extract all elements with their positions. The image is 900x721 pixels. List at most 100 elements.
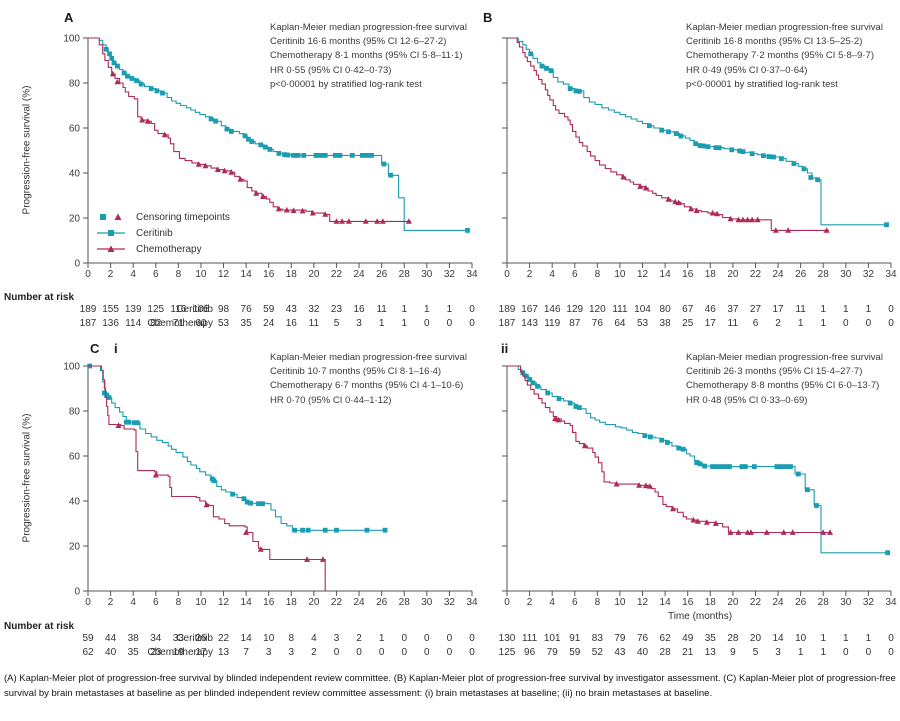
x-tick-label: 10: [614, 597, 626, 608]
svg-text:5: 5: [334, 318, 340, 329]
chemotherapy-curve: [88, 365, 326, 591]
x-tick-label: 12: [637, 597, 649, 608]
svg-text:38: 38: [660, 318, 672, 329]
svg-text:11: 11: [309, 318, 320, 329]
annotation-line: Kaplan-Meier median progression-free sur…: [270, 22, 467, 33]
y-axis-label-a: Progression-free survival (%): [21, 85, 33, 215]
svg-text:16: 16: [353, 304, 365, 315]
x-tick-label: 6: [572, 597, 578, 608]
svg-text:1: 1: [866, 304, 872, 315]
x-tick-label: 34: [885, 269, 897, 280]
svg-text:27: 27: [750, 304, 762, 315]
svg-text:59: 59: [569, 647, 581, 658]
svg-text:0: 0: [424, 633, 430, 644]
svg-text:60: 60: [195, 318, 207, 329]
y-tick-label: 100: [63, 34, 80, 45]
svg-text:1: 1: [798, 318, 804, 329]
x-tick-label: 2: [527, 597, 533, 608]
svg-text:105: 105: [193, 304, 210, 315]
x-tick-label: 12: [637, 269, 649, 280]
svg-text:13: 13: [218, 647, 230, 658]
svg-text:23: 23: [150, 647, 162, 658]
x-tick-label: 18: [705, 269, 717, 280]
censoring-markers-icon: [97, 212, 131, 222]
svg-text:64: 64: [614, 318, 626, 329]
svg-text:0: 0: [447, 647, 453, 658]
svg-text:10: 10: [795, 633, 807, 644]
legend-chemotherapy-row: Chemotherapy: [97, 241, 230, 257]
svg-text:1: 1: [820, 633, 826, 644]
svg-text:91: 91: [569, 633, 581, 644]
x-tick-label: 24: [353, 269, 365, 280]
ceritinib-censor-marks: [520, 370, 890, 556]
svg-text:111: 111: [522, 633, 538, 644]
svg-text:67: 67: [682, 304, 694, 315]
svg-text:1: 1: [379, 318, 385, 329]
x-tick-label: 4: [549, 597, 555, 608]
y-tick-label: 0: [74, 259, 80, 270]
svg-text:0: 0: [888, 647, 894, 658]
svg-text:5: 5: [753, 647, 759, 658]
svg-text:11: 11: [376, 304, 387, 315]
svg-text:187: 187: [499, 318, 516, 329]
svg-text:17: 17: [195, 647, 207, 658]
svg-text:62: 62: [82, 647, 94, 658]
x-tick-label: 14: [660, 269, 672, 280]
x-tick-label: 2: [108, 269, 114, 280]
y-tick-label: 60: [69, 124, 81, 135]
svg-text:0: 0: [424, 647, 430, 658]
y-tick-label: 60: [69, 452, 81, 463]
svg-text:114: 114: [125, 318, 141, 329]
svg-text:1: 1: [379, 633, 385, 644]
x-axis-label: Time (months): [667, 611, 733, 622]
x-tick-label: 0: [504, 269, 510, 280]
figure-caption: (A) Kaplan-Meier plot of progression-fre…: [4, 673, 896, 699]
svg-text:28: 28: [727, 633, 739, 644]
risk-label-ceritinib-a: Ceritinib: [176, 304, 213, 315]
svg-text:96: 96: [524, 647, 536, 658]
annotation-line: Chemotherapy 6·7 months (95% CI 4·1–10·6…: [270, 380, 464, 392]
svg-text:1: 1: [401, 304, 407, 315]
x-tick-label: 18: [705, 597, 717, 608]
svg-text:2: 2: [311, 647, 317, 658]
svg-text:125: 125: [147, 304, 164, 315]
x-tick-label: 8: [595, 597, 601, 608]
svg-text:0: 0: [334, 647, 340, 658]
svg-text:35: 35: [705, 633, 717, 644]
x-tick-label: 26: [795, 597, 807, 608]
svg-text:11: 11: [795, 304, 806, 315]
annotation-line: p<0·00001 by stratified log-rank test: [686, 78, 838, 90]
svg-text:167: 167: [521, 304, 538, 315]
svg-text:21: 21: [682, 647, 694, 658]
svg-text:37: 37: [727, 304, 739, 315]
risk-label-ceritinib-c: Ceritinib: [176, 633, 213, 644]
svg-text:2: 2: [775, 318, 781, 329]
x-tick-label: 24: [353, 597, 365, 608]
x-tick-label: 22: [331, 597, 343, 608]
svg-text:62: 62: [660, 633, 672, 644]
x-tick-label: 14: [660, 597, 672, 608]
svg-text:23: 23: [331, 304, 343, 315]
x-tick-label: 34: [466, 597, 478, 608]
svg-text:0: 0: [866, 318, 872, 329]
ceritinib-censor-marks: [103, 46, 470, 233]
annotation-line: HR 0·70 (95% CI 0·44–1·12): [270, 394, 392, 406]
x-tick-label: 8: [176, 269, 182, 280]
annotation-line: Ceritinib 26·3 months (95% CI 15·4–27·7): [686, 366, 863, 378]
svg-text:6: 6: [753, 318, 759, 329]
svg-text:0: 0: [469, 647, 475, 658]
svg-text:83: 83: [592, 633, 604, 644]
x-tick-label: 0: [85, 597, 91, 608]
risk-row-chemotherapy: 187 143 119 87 76 64 53 38 25 17 11 6 2 1 1 0 0 0: [499, 318, 895, 329]
svg-text:187: 187: [80, 318, 97, 329]
annotation-line: Ceritinib 16·6 months (95% CI 12·6–27·2): [270, 36, 447, 48]
ceritinib-line-icon: [97, 228, 131, 238]
svg-text:98: 98: [218, 304, 230, 315]
y-tick-label: 40: [69, 169, 81, 180]
x-tick-label: 24: [772, 269, 784, 280]
x-tick-label: 14: [241, 269, 253, 280]
x-tick-label: 22: [750, 269, 762, 280]
x-tick-label: 10: [195, 597, 207, 608]
